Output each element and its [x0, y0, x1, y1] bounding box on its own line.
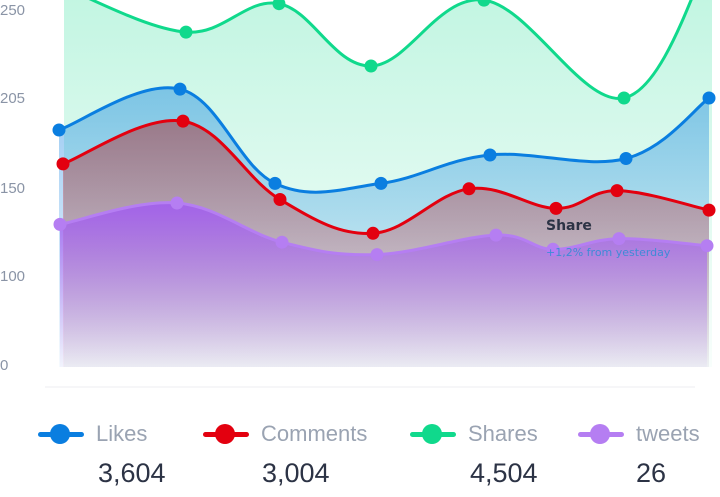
legend-swatch-likes — [38, 424, 84, 444]
point-likes[interactable] — [374, 176, 388, 190]
y-tick-label: 100 — [0, 268, 25, 285]
point-tweets[interactable] — [53, 217, 67, 231]
point-shares[interactable] — [617, 91, 631, 105]
legend-label-tweets: tweets — [636, 421, 700, 446]
point-likes[interactable] — [52, 123, 66, 137]
point-comments[interactable] — [176, 114, 190, 128]
total-comments: 3,004 — [262, 458, 330, 488]
multi-series-area-chart: 250 205 150 100 0 Share +1,2% from yesterday — [0, 0, 716, 388]
legend-swatch-tweets — [578, 424, 624, 444]
legend-item-comments[interactable]: Comments — [203, 414, 367, 454]
point-comments[interactable] — [702, 203, 716, 217]
point-comments[interactable] — [462, 182, 476, 196]
point-tweets[interactable] — [489, 228, 503, 242]
tooltip-subtitle: +1,2% from yesterday — [546, 246, 671, 259]
point-likes[interactable] — [173, 82, 187, 96]
total-likes: 3,604 — [98, 458, 166, 488]
point-likes[interactable] — [268, 176, 282, 190]
total-tweets: 26 — [636, 458, 667, 488]
point-tweets[interactable] — [170, 196, 184, 210]
point-likes[interactable] — [702, 91, 716, 105]
y-tick-label: 205 — [0, 90, 25, 107]
point-tweets[interactable] — [370, 248, 384, 262]
legend-dot-tweets — [590, 424, 610, 444]
chart-legend: Likes Comments Shares tweets — [0, 414, 720, 454]
point-shares[interactable] — [179, 25, 193, 39]
point-tweets[interactable] — [612, 232, 626, 246]
y-tick-label: 150 — [0, 180, 25, 197]
point-comments[interactable] — [610, 184, 624, 198]
legend-label-comments: Comments — [261, 421, 368, 446]
point-comments[interactable] — [366, 226, 380, 240]
legend-swatch-comments — [203, 424, 249, 444]
point-likes[interactable] — [619, 152, 633, 165]
legend-item-likes[interactable]: Likes — [38, 414, 147, 454]
point-shares[interactable] — [272, 0, 286, 11]
legend-label-likes: Likes — [96, 421, 148, 446]
point-shares[interactable] — [364, 59, 378, 73]
legend-item-tweets[interactable]: tweets — [578, 414, 700, 454]
legend-swatch-shares — [410, 424, 456, 444]
point-comments[interactable] — [56, 157, 70, 171]
legend-item-shares[interactable]: Shares — [410, 414, 538, 454]
legend-dot-shares — [422, 424, 442, 444]
y-tick-label: 0 — [0, 357, 8, 374]
tooltip: Share +1,2% from yesterday — [546, 218, 671, 259]
tooltip-title: Share — [546, 218, 592, 234]
y-axis: 250 205 150 100 0 — [0, 2, 25, 374]
point-comments[interactable] — [549, 201, 563, 215]
point-comments[interactable] — [273, 193, 287, 206]
legend-label-shares: Shares — [468, 421, 538, 446]
point-shares[interactable] — [477, 0, 491, 7]
point-tweets[interactable] — [275, 235, 289, 249]
legend-dot-comments — [215, 424, 235, 444]
series-points — [52, 0, 716, 262]
point-likes[interactable] — [483, 148, 497, 162]
point-tweets[interactable] — [546, 242, 560, 256]
series-totals: 3,604 3,004 4,504 26 — [0, 458, 720, 496]
total-shares: 4,504 — [470, 458, 538, 488]
y-tick-label: 250 — [0, 2, 25, 19]
area-tweets — [60, 202, 707, 367]
point-tweets[interactable] — [700, 239, 714, 253]
legend-dot-likes — [50, 424, 70, 444]
